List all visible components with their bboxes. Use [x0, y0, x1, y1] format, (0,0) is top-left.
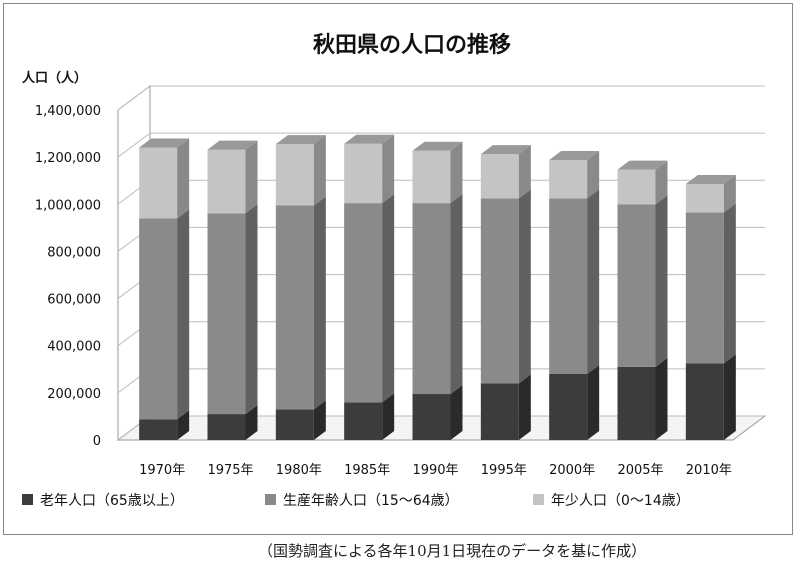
legend-swatch [22, 494, 33, 505]
bars [139, 134, 736, 440]
bar-front-segment [549, 374, 588, 440]
bar-side-segment [245, 140, 258, 214]
y-tick-label: 600,000 [47, 293, 101, 308]
bar-front-segment [617, 169, 656, 205]
y-axis-label: 人口（人） [22, 70, 87, 86]
bar-front-segment [412, 203, 451, 395]
bar-front-segment [344, 402, 383, 440]
bar-side-segment [655, 195, 668, 367]
x-tick-label: 1975年 [207, 463, 253, 478]
bar-side-segment [723, 354, 736, 440]
bar-front-segment [480, 383, 519, 440]
bar-side-segment [587, 150, 600, 199]
bar-front-segment [344, 143, 383, 204]
bar-side-segment [245, 204, 258, 415]
x-tick-label: 1970年 [139, 463, 185, 478]
legend-swatch [265, 494, 276, 505]
y-tick-label: 1,400,000 [35, 104, 101, 119]
bar-side-segment [450, 141, 463, 204]
y-tick-label: 800,000 [47, 245, 101, 260]
x-tick-label: 1990年 [412, 463, 458, 478]
bar-front-segment [412, 150, 451, 204]
bar-side-segment [177, 138, 190, 219]
bar-front-segment [139, 218, 178, 420]
bar-side-segment [313, 400, 326, 440]
legend-label: 生産年齢人口（15～64歳） [283, 493, 459, 509]
x-axis-ticks: 1970年 1975年 1980年 1985年 1990年 1995年 2000年 2005年… [139, 463, 732, 478]
bar-side-segment [313, 196, 326, 410]
bar-side-segment [655, 160, 668, 205]
bar-front-segment [480, 154, 519, 199]
bar-side-segment [518, 145, 531, 199]
x-tick-label: 2000年 [549, 463, 595, 478]
source-note: （国勢調査による各年10月1日現在のデータを基に作成） [258, 542, 647, 560]
bar-side-segment [450, 194, 463, 395]
legend: 老年人口（65歳以上） 生産年齢人口（15～64歳） 年少人口（0～14歳） [22, 493, 690, 509]
chart-title: 秋田県の人口の推移 [313, 32, 511, 58]
x-tick-label: 1995年 [481, 463, 527, 478]
bar-front-segment [549, 198, 588, 374]
bar-top [549, 150, 600, 160]
bar-front-segment [685, 363, 724, 440]
bar-front-segment [207, 149, 246, 214]
y-tick-label: 0 [93, 434, 101, 449]
bar-front-segment [275, 144, 314, 206]
bar-side-segment [723, 203, 736, 364]
bar-front-segment [344, 203, 383, 403]
legend-swatch [533, 494, 544, 505]
x-tick-label: 1985年 [344, 463, 390, 478]
bar-side-segment [177, 410, 190, 440]
bar-top [685, 175, 736, 185]
bar-top [275, 135, 326, 145]
bar-side-segment [177, 209, 190, 420]
bar-front-segment [480, 198, 519, 384]
bar-front-segment [617, 366, 656, 440]
legend-label: 年少人口（0～14歳） [551, 493, 690, 509]
bar-front-segment [685, 212, 724, 364]
bar-side-segment [518, 374, 531, 440]
bar-top [617, 160, 668, 170]
bar-side-segment [313, 135, 326, 206]
bar-front-segment [275, 205, 314, 410]
gridline [117, 132, 765, 158]
bar-side-segment [518, 189, 531, 384]
legend-label: 老年人口（65歳以上） [40, 493, 184, 509]
bar-front-segment [412, 394, 451, 440]
bar-front-segment [139, 147, 178, 219]
bar-top [139, 138, 190, 148]
x-tick-label: 1980年 [276, 463, 322, 478]
bar-side-segment [587, 189, 600, 374]
bar-front-segment [549, 159, 588, 199]
x-tick-label: 2005年 [617, 463, 663, 478]
bar-side-segment [655, 357, 668, 440]
bar-top [480, 145, 531, 155]
bar-front-segment [685, 184, 724, 213]
bar-side-segment [450, 385, 463, 440]
y-tick-label: 1,200,000 [35, 151, 101, 166]
bar-top [412, 141, 463, 151]
y-tick-label: 1,000,000 [35, 198, 101, 213]
bar-side-segment [245, 405, 258, 440]
bar-side-segment [382, 134, 395, 204]
bar-front-segment [207, 213, 246, 415]
x-tick-label: 2010年 [686, 463, 732, 478]
bar-side-segment [587, 365, 600, 440]
y-tick-label: 200,000 [47, 387, 101, 402]
bar-front-segment [275, 409, 314, 440]
bar-side-segment [382, 393, 395, 440]
bar-front-segment [207, 414, 246, 440]
gridline [117, 85, 765, 111]
bar-front-segment [617, 204, 656, 367]
y-axis-ticks: 0 200,000 400,000 600,000 800,000 1,000,000 1,… [35, 104, 101, 449]
bar-side-segment [382, 194, 395, 403]
bar-side-segment [723, 175, 736, 213]
y-tick-label: 400,000 [47, 340, 101, 355]
bar-front-segment [139, 419, 178, 440]
bar-top [207, 140, 258, 150]
bar-top [344, 134, 395, 144]
